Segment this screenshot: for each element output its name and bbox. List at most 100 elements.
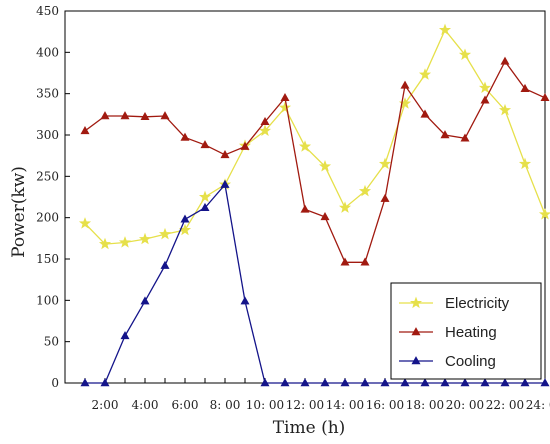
series-layer bbox=[78, 23, 550, 387]
data-point-electricity bbox=[258, 124, 272, 137]
data-point-cooling bbox=[440, 378, 450, 387]
data-point-cooling bbox=[360, 378, 370, 387]
x-tick-label: 20: 00 bbox=[446, 398, 484, 412]
x-tick-label: 16: 00 bbox=[366, 398, 404, 412]
data-point-heating bbox=[540, 92, 550, 102]
data-point-electricity bbox=[358, 184, 372, 197]
series-electricity bbox=[78, 23, 550, 250]
data-point-electricity bbox=[538, 207, 550, 220]
x-axis-title: Time (h) bbox=[273, 418, 346, 438]
data-point-electricity bbox=[458, 48, 472, 60]
x-tick-label: 12: 00 bbox=[286, 398, 324, 412]
y-tick-label: 0 bbox=[51, 376, 59, 390]
data-point-heating bbox=[80, 126, 90, 135]
data-point-cooling bbox=[280, 378, 290, 387]
data-point-heating bbox=[320, 212, 330, 221]
data-point-electricity bbox=[398, 97, 412, 109]
data-point-cooling bbox=[180, 214, 190, 223]
data-point-electricity bbox=[378, 157, 392, 170]
x-tick-label: 6:00 bbox=[172, 398, 199, 412]
data-point-cooling bbox=[80, 378, 90, 387]
y-tick-label: 350 bbox=[36, 87, 59, 101]
data-point-heating bbox=[460, 133, 470, 142]
data-point-cooling bbox=[240, 296, 250, 305]
legend: Electricity Heating Cooling bbox=[390, 282, 542, 380]
data-point-cooling bbox=[400, 378, 410, 387]
x-tick-label: 14: 00 bbox=[326, 398, 364, 412]
data-point-cooling bbox=[520, 378, 530, 387]
data-point-electricity bbox=[318, 160, 332, 172]
data-point-electricity bbox=[498, 103, 512, 116]
legend-item-heating: Heating bbox=[399, 324, 497, 341]
data-point-cooling bbox=[260, 378, 270, 387]
data-point-electricity bbox=[478, 81, 492, 94]
series-heating bbox=[80, 56, 550, 266]
data-point-cooling bbox=[480, 378, 490, 387]
data-point-electricity bbox=[78, 217, 92, 229]
legend-label-electricity: Electricity bbox=[445, 295, 510, 312]
data-point-electricity bbox=[198, 190, 212, 203]
data-point-cooling bbox=[340, 378, 350, 387]
x-tick-label: 2:00 bbox=[92, 398, 119, 412]
data-point-electricity bbox=[118, 236, 132, 248]
x-tick-label: 18: 00 bbox=[406, 398, 444, 412]
data-point-cooling bbox=[220, 179, 230, 188]
data-point-cooling bbox=[200, 202, 210, 211]
x-tick-label: 4:00 bbox=[132, 398, 159, 412]
y-tick-label: 50 bbox=[44, 335, 59, 349]
series-line-heating bbox=[84, 60, 546, 263]
data-point-heating bbox=[480, 95, 490, 104]
data-point-heating bbox=[500, 56, 510, 65]
data-point-electricity bbox=[158, 227, 172, 240]
x-tick-label: 8: 00 bbox=[210, 398, 241, 412]
data-point-heating bbox=[160, 111, 170, 120]
data-point-cooling bbox=[140, 296, 150, 305]
data-point-heating bbox=[220, 150, 230, 159]
data-point-electricity bbox=[98, 237, 112, 250]
data-point-heating bbox=[380, 193, 390, 202]
x-tick-label: 22: 00 bbox=[486, 398, 524, 412]
data-point-heating bbox=[100, 111, 110, 120]
y-tick-label: 300 bbox=[36, 128, 59, 142]
data-point-cooling bbox=[300, 378, 310, 387]
y-tick-label: 100 bbox=[36, 293, 59, 307]
y-tick-label: 250 bbox=[36, 169, 59, 183]
data-point-electricity bbox=[418, 68, 432, 80]
y-tick-label: 400 bbox=[36, 45, 59, 59]
legend-label-heating: Heating bbox=[445, 324, 497, 341]
legend-item-electricity: Electricity bbox=[399, 295, 510, 312]
data-point-cooling bbox=[500, 378, 510, 387]
y-tick-label: 150 bbox=[36, 252, 59, 266]
data-point-heating bbox=[140, 111, 150, 121]
data-point-cooling bbox=[160, 260, 170, 269]
y-axis-title: Power(kw) bbox=[9, 166, 29, 258]
data-point-cooling bbox=[100, 378, 110, 387]
legend-item-cooling: Cooling bbox=[399, 353, 496, 370]
legend-marker-electricity bbox=[409, 296, 423, 309]
legend-label-cooling: Cooling bbox=[445, 353, 496, 370]
data-point-heating bbox=[240, 141, 250, 150]
data-point-electricity bbox=[518, 157, 532, 170]
data-point-heating bbox=[340, 257, 350, 266]
data-point-heating bbox=[400, 80, 410, 89]
data-point-electricity bbox=[338, 201, 352, 213]
data-point-cooling bbox=[320, 378, 330, 387]
data-point-heating bbox=[420, 109, 430, 118]
data-point-electricity bbox=[178, 223, 192, 236]
x-tick-label: 10: 00 bbox=[246, 398, 284, 412]
data-point-electricity bbox=[438, 23, 452, 36]
axes: 0 50 100 150 200 250 300 350 400 450 2:00 4:00 6:00 8… bbox=[36, 4, 550, 412]
data-point-heating bbox=[440, 130, 450, 139]
data-point-heating bbox=[300, 204, 310, 213]
series-line-cooling bbox=[85, 183, 545, 384]
legend-marker-heating bbox=[411, 327, 421, 336]
data-point-heating bbox=[200, 140, 210, 149]
data-point-cooling bbox=[540, 378, 550, 387]
data-point-cooling bbox=[380, 378, 390, 387]
data-point-cooling bbox=[460, 378, 470, 387]
y-tick-label: 200 bbox=[36, 211, 59, 225]
data-point-electricity bbox=[298, 140, 312, 152]
data-point-cooling bbox=[120, 331, 130, 340]
data-point-heating bbox=[260, 116, 270, 126]
